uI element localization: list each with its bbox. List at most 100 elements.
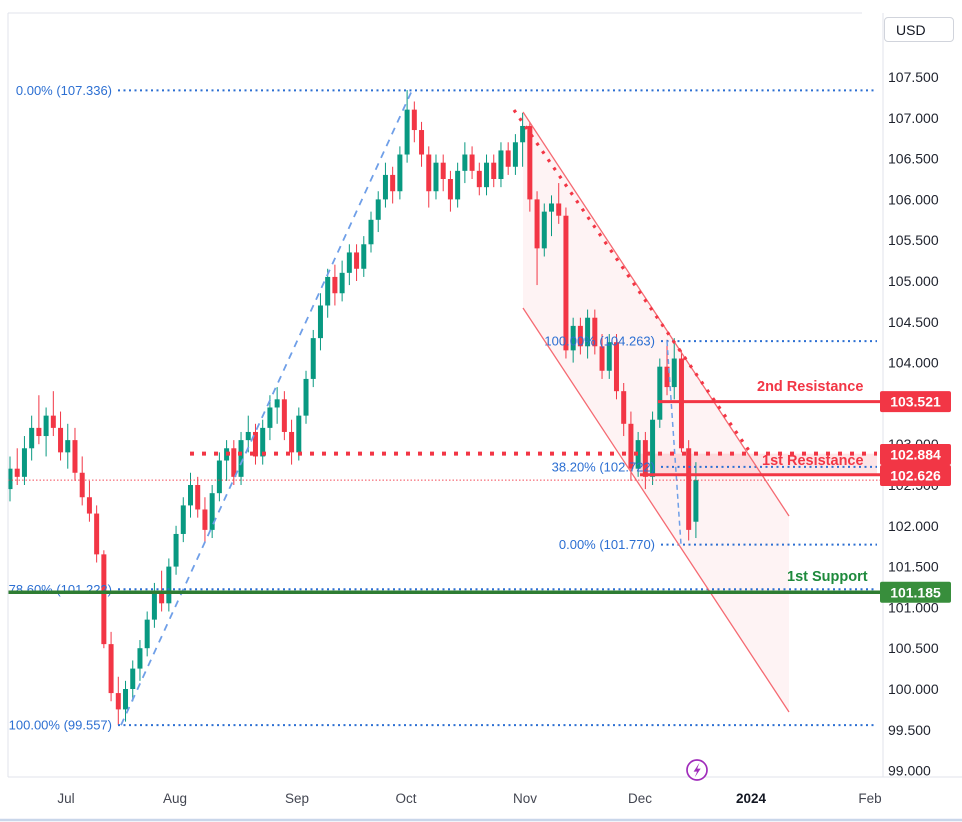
channel-upper-line xyxy=(522,111,790,517)
candle-up xyxy=(123,689,129,710)
price-axis-tick: 106.000 xyxy=(888,191,939,207)
first-support-label: 1st Support xyxy=(787,569,868,585)
time-axis-label: Oct xyxy=(395,791,416,806)
candle-up xyxy=(166,566,172,604)
candle-down xyxy=(72,440,78,473)
candle-up xyxy=(188,485,193,506)
candle-up xyxy=(137,648,143,669)
candle-up xyxy=(520,125,526,143)
fib-level-label: 78.60% (101.222) xyxy=(9,582,112,597)
candle-up xyxy=(606,342,612,371)
price-axis-tick: 99.000 xyxy=(888,763,931,779)
candle-up xyxy=(693,480,699,522)
candle-down xyxy=(411,109,417,131)
price-axis-tick: 100.000 xyxy=(888,681,939,697)
candle-up xyxy=(65,440,71,453)
price-axis-tick: 105.000 xyxy=(888,273,939,289)
candle-up xyxy=(21,448,27,477)
candle-down xyxy=(426,154,432,192)
candle-up xyxy=(238,440,244,477)
candle-up xyxy=(361,244,367,269)
candle-down xyxy=(491,162,497,179)
price-level-badge-text: 102.884 xyxy=(890,447,941,463)
price-axis-tick: 102.000 xyxy=(888,518,939,534)
candle-down xyxy=(686,448,692,530)
candle-down xyxy=(195,485,201,510)
price-level-badge xyxy=(880,444,951,465)
candle-down xyxy=(115,693,121,710)
candle-down xyxy=(231,448,237,477)
candle-up xyxy=(260,427,266,457)
candle-down xyxy=(281,399,287,432)
candle-up xyxy=(245,431,251,441)
candle-up xyxy=(296,415,302,453)
candle-down xyxy=(447,179,453,200)
candle-up xyxy=(671,358,677,388)
candle-down xyxy=(563,215,569,351)
candle-down xyxy=(599,346,605,371)
candle-up xyxy=(173,533,179,567)
price-axis-tick: 105.500 xyxy=(888,232,939,248)
candle-up xyxy=(151,591,157,620)
candle-down xyxy=(664,366,670,388)
candle-down xyxy=(527,125,533,200)
candle-up xyxy=(433,162,439,192)
candle-down xyxy=(354,252,360,269)
fib2-level-label: 100.00% (104.263) xyxy=(544,334,655,349)
candle-down xyxy=(94,513,100,555)
candle-up xyxy=(397,154,403,192)
candle-down xyxy=(14,468,20,477)
price-axis-tick: 100.500 xyxy=(888,640,939,656)
fib2-level-label: 0.00% (101.770) xyxy=(559,537,655,552)
time-axis-label: Aug xyxy=(163,791,187,806)
second-resistance-label: 2nd Resistance xyxy=(757,379,863,395)
candle-up xyxy=(274,399,280,408)
candle-down xyxy=(419,130,425,155)
candle-up xyxy=(180,505,186,534)
candle-up xyxy=(635,440,641,469)
price-axis-tick: 104.000 xyxy=(888,355,939,371)
resistance-zone-band xyxy=(640,453,877,475)
candle-down xyxy=(252,431,258,457)
candle-up xyxy=(404,109,410,155)
candle-down xyxy=(440,162,446,179)
candle-up xyxy=(7,468,13,490)
descending-channel-fill xyxy=(523,112,789,712)
price-axis-tick: 107.500 xyxy=(888,69,939,85)
price-axis-tick: 107.000 xyxy=(888,110,939,126)
candle-up xyxy=(375,199,381,220)
candle-down xyxy=(678,358,684,449)
candle-down xyxy=(613,342,619,392)
candle-up xyxy=(130,668,136,689)
candle-up xyxy=(43,415,49,437)
candle-down xyxy=(86,497,92,514)
candle-up xyxy=(541,211,547,249)
candle-up xyxy=(368,219,374,245)
candle-down xyxy=(50,415,56,428)
candle-up xyxy=(144,619,150,649)
time-axis-label: Dec xyxy=(628,791,652,806)
candle-up xyxy=(512,142,518,167)
price-level-badge-text: 101.185 xyxy=(890,584,941,600)
candle-up xyxy=(209,493,215,530)
candle-up xyxy=(216,460,222,494)
candle-down xyxy=(390,174,396,192)
candle-up xyxy=(339,272,345,294)
candle-down xyxy=(159,591,165,604)
candle-up xyxy=(570,325,576,351)
candle-up xyxy=(455,170,461,200)
candle-down xyxy=(621,391,627,424)
lightning-icon[interactable] xyxy=(686,759,708,781)
candle-down xyxy=(36,427,42,437)
candle-up xyxy=(585,317,591,347)
candle-up xyxy=(549,203,554,212)
candle-down xyxy=(289,431,295,453)
candle-up xyxy=(310,338,316,379)
fib-level-label: 0.00% (107.336) xyxy=(16,83,112,98)
price-axis-tick: 99.500 xyxy=(888,722,931,738)
candlestick-series xyxy=(7,90,699,725)
currency-button[interactable]: USD xyxy=(884,17,954,42)
candle-up xyxy=(317,305,323,339)
candle-down xyxy=(58,427,64,453)
